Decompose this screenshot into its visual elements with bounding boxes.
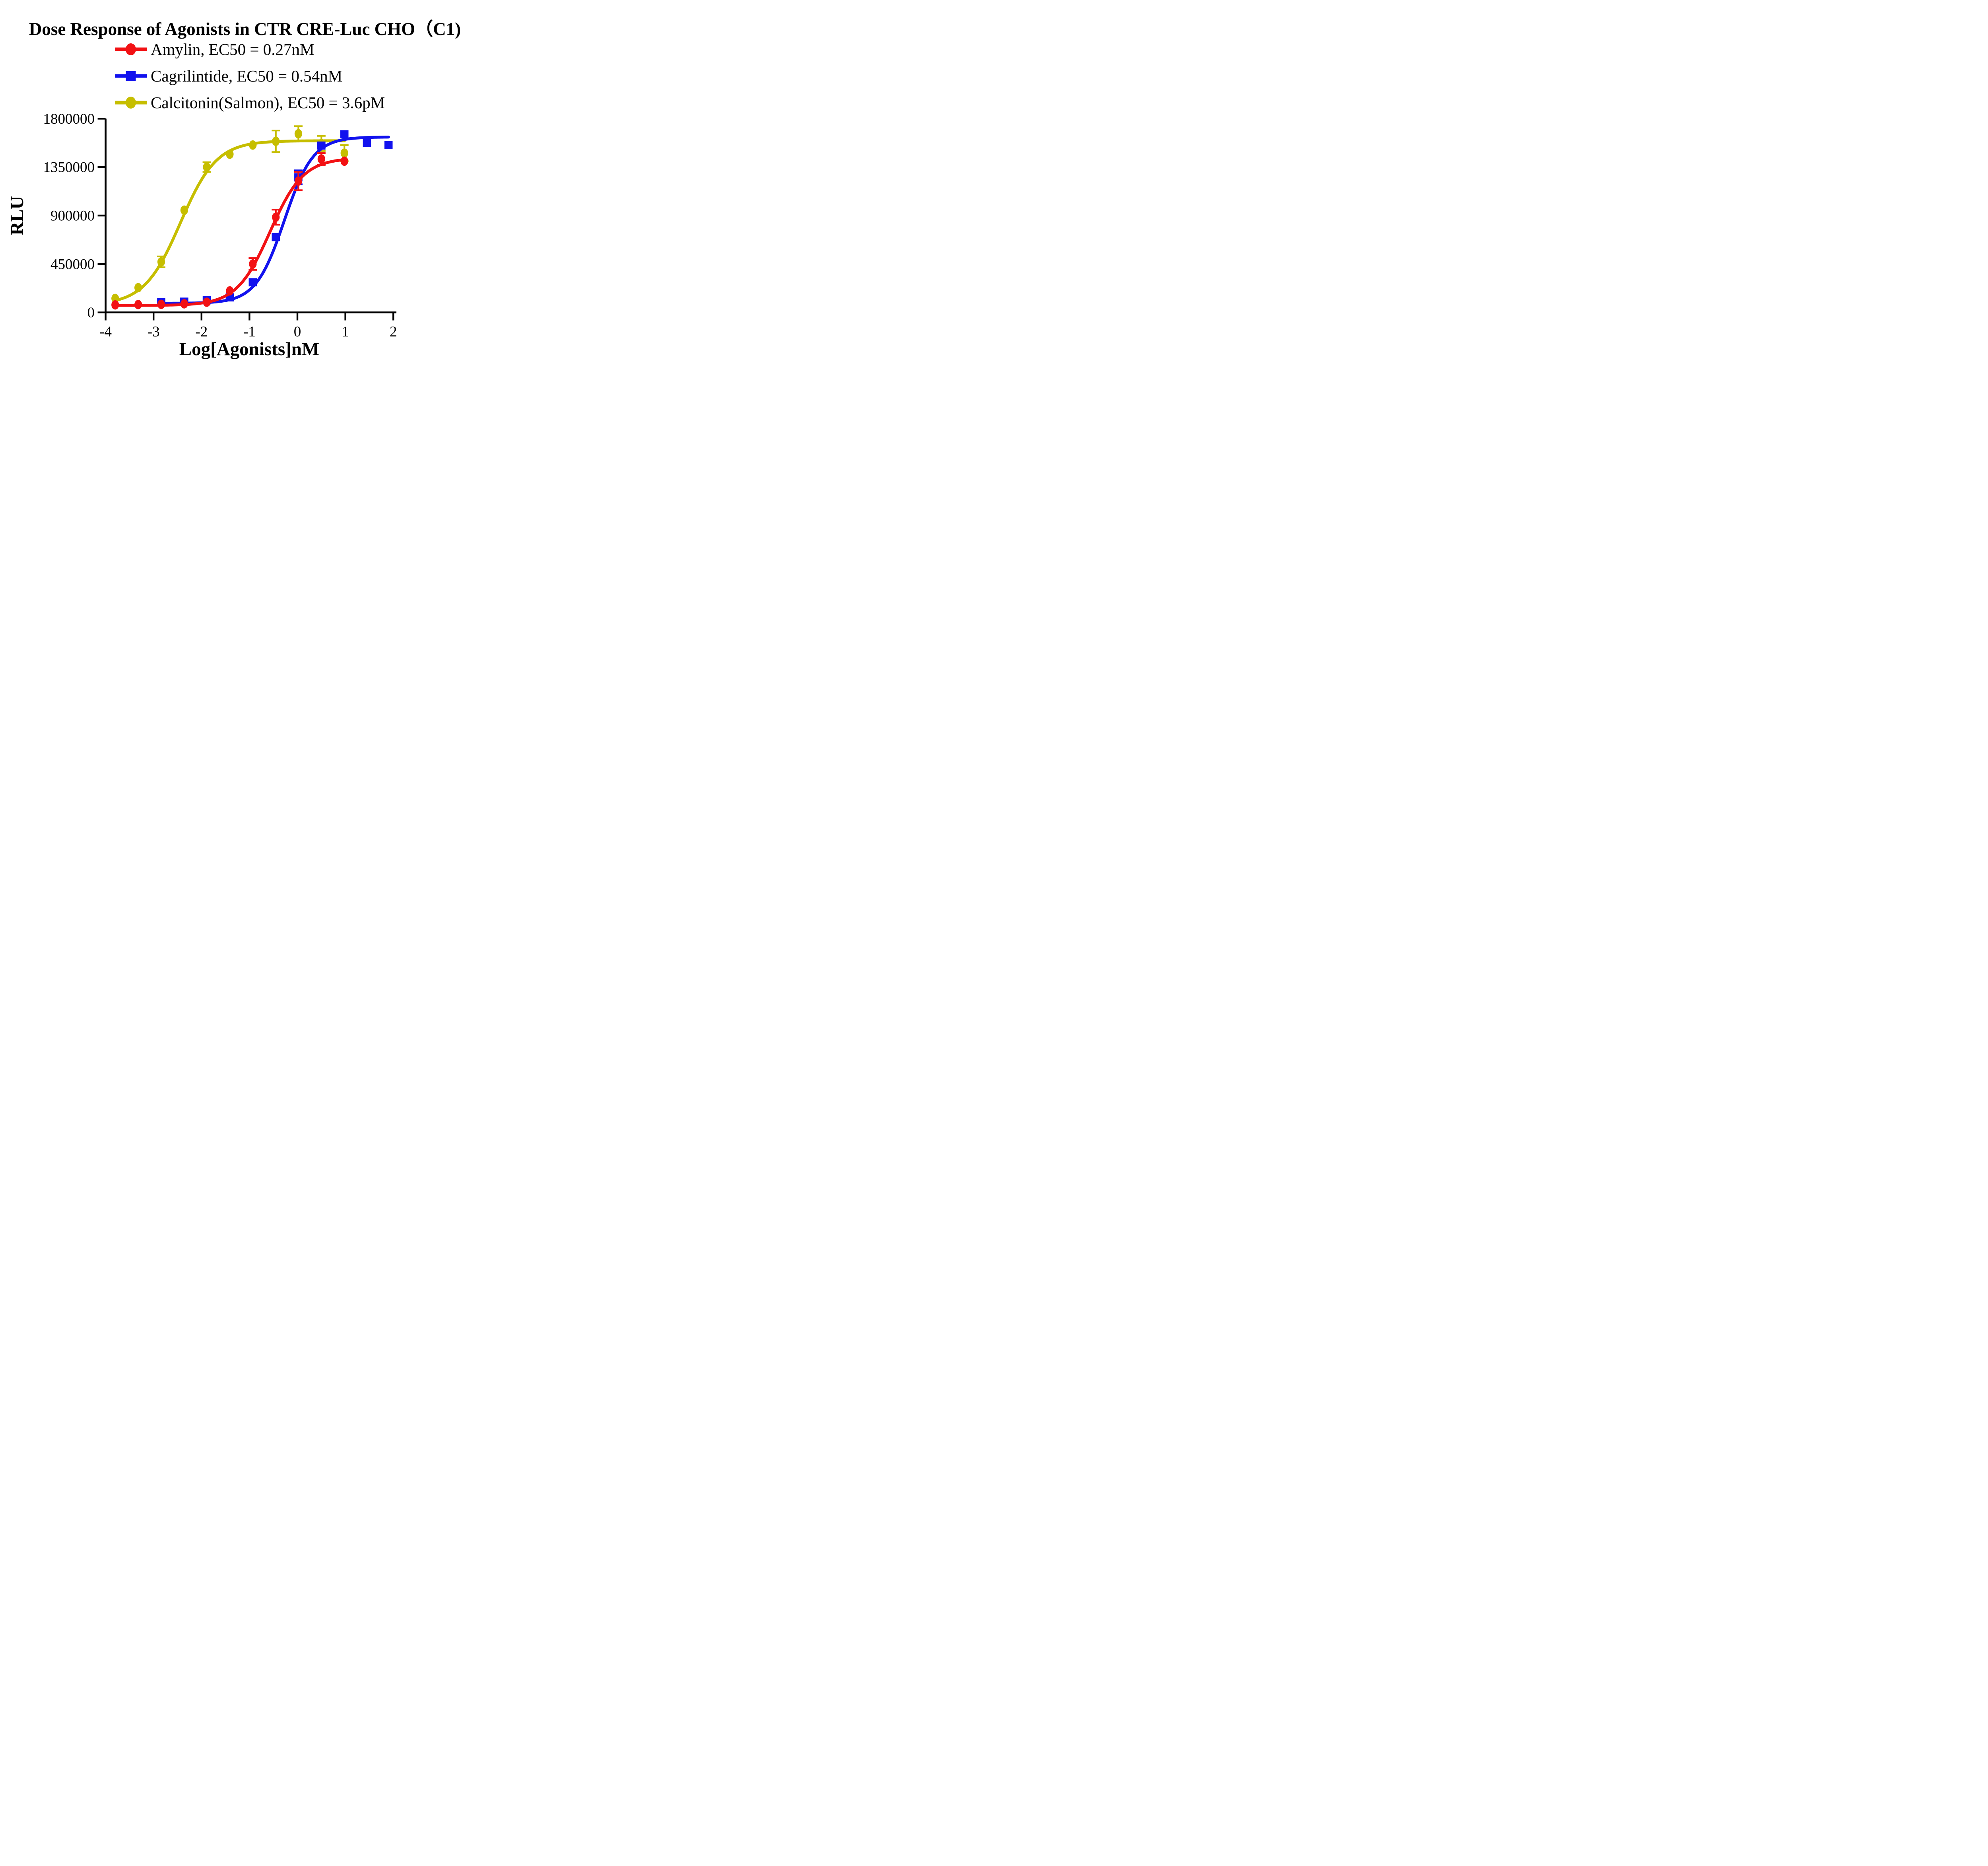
legend-marker-cagrilintide — [126, 71, 136, 81]
x-tick-label: -4 — [99, 324, 112, 340]
data-point-amylin — [317, 154, 325, 164]
y-axis-title: RLU — [7, 196, 27, 235]
data-point-amylin — [226, 286, 234, 296]
series-amylin — [111, 152, 348, 310]
legend: Amylin, EC50 = 0.27nM Cagrilintide, EC50 … — [115, 40, 385, 112]
data-point-amylin — [203, 297, 211, 307]
chart-title: Dose Response of Agonists in CTR CRE-Luc… — [29, 19, 461, 39]
data-point-amylin — [134, 300, 142, 309]
data-point-cagrilintide — [248, 278, 257, 287]
x-tick-label: -1 — [243, 324, 256, 340]
data-point-calcitonin-salmon — [157, 257, 165, 267]
y-tick-label: 1800000 — [43, 111, 95, 127]
x-tick-label: 2 — [390, 324, 397, 340]
x-tick-label: 1 — [342, 324, 349, 340]
dose-response-chart: -4 -3 -2 -1 0 1 2 0 450000 900000 1350000 1800000 Do… — [7, 19, 461, 360]
curve-calcitonin-salmon — [114, 139, 346, 302]
data-point-cagrilintide — [363, 139, 371, 147]
data-point-calcitonin-salmon — [272, 136, 280, 146]
data-point-amylin — [272, 212, 280, 222]
y-tick-label: 450000 — [50, 256, 95, 272]
legend-label-amylin: Amylin, EC50 = 0.27nM — [151, 40, 315, 58]
x-axis-title: Log[Agonists]nM — [179, 339, 320, 360]
legend-item-calcitonin-salmon: Calcitonin(Salmon), EC50 = 3.6pM — [115, 93, 385, 112]
series-calcitonin-salmon — [111, 125, 349, 303]
x-tick-label: 0 — [294, 324, 301, 340]
legend-marker-calcitonin-salmon — [126, 97, 136, 109]
data-point-calcitonin-salmon — [226, 149, 234, 159]
chart-page: -4 -3 -2 -1 0 1 2 0 450000 900000 1350000 1800000 Do… — [0, 0, 492, 373]
data-point-amylin — [249, 259, 257, 269]
y-tick-label: 0 — [87, 305, 95, 321]
data-point-cagrilintide — [317, 141, 326, 150]
data-point-amylin — [340, 156, 348, 166]
data-point-calcitonin-salmon — [134, 283, 142, 293]
data-point-calcitonin-salmon — [294, 129, 303, 139]
data-point-amylin — [180, 299, 188, 309]
data-point-amylin — [157, 299, 165, 309]
legend-item-amylin: Amylin, EC50 = 0.27nM — [115, 40, 315, 58]
legend-label-cagrilintide: Cagrilintide, EC50 = 0.54nM — [151, 67, 342, 85]
axes: -4 -3 -2 -1 0 1 2 0 450000 900000 1350000 1800000 — [43, 111, 397, 340]
data-point-cagrilintide — [272, 233, 280, 241]
data-point-calcitonin-salmon — [340, 148, 348, 158]
legend-item-cagrilintide: Cagrilintide, EC50 = 0.54nM — [115, 67, 342, 85]
x-tick-label: -3 — [148, 324, 160, 340]
data-point-calcitonin-salmon — [180, 205, 188, 215]
data-point-amylin — [111, 300, 119, 310]
y-tick-label: 900000 — [50, 208, 95, 224]
data-point-calcitonin-salmon — [249, 140, 257, 150]
data-point-cagrilintide — [340, 130, 349, 138]
y-tick-label: 1350000 — [43, 159, 95, 176]
curve-amylin — [114, 158, 346, 307]
data-point-cagrilintide — [384, 141, 393, 150]
data-point-calcitonin-salmon — [203, 162, 211, 172]
data-point-calcitonin-salmon — [111, 294, 119, 303]
data-point-amylin — [294, 176, 303, 186]
legend-label-calcitonin-salmon: Calcitonin(Salmon), EC50 = 3.6pM — [151, 93, 385, 112]
legend-marker-amylin — [126, 43, 136, 55]
x-tick-label: -2 — [195, 324, 208, 340]
